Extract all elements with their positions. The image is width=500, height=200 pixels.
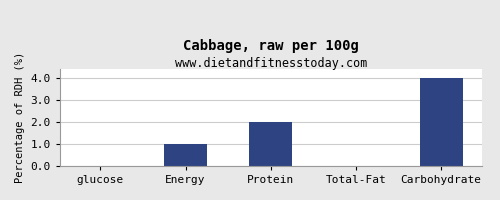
Y-axis label: Percentage of RDH (%): Percentage of RDH (%) — [15, 52, 25, 183]
Text: www.dietandfitnesstoday.com: www.dietandfitnesstoday.com — [174, 57, 367, 70]
Title: Cabbage, raw per 100g: Cabbage, raw per 100g — [183, 39, 358, 53]
Bar — [420, 78, 463, 166]
Bar — [250, 122, 292, 166]
Bar — [164, 144, 207, 166]
